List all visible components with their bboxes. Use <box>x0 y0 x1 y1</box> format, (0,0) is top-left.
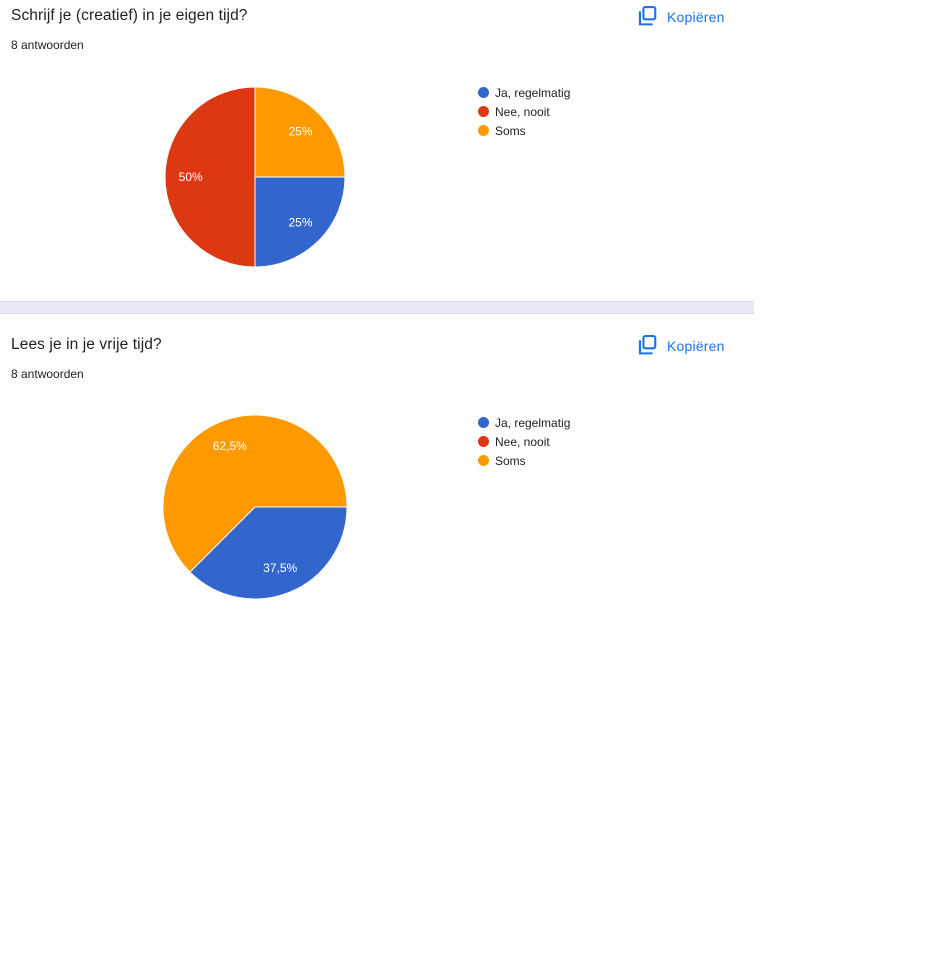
answers-count: 8 antwoorden <box>11 367 84 381</box>
pie-slice-ja-regelmatig[interactable] <box>254 176 346 268</box>
legend-label: Ja, regelmatig <box>495 85 571 100</box>
legend-label: Soms <box>495 453 526 468</box>
legend-label: Nee, nooit <box>495 104 550 119</box>
legend-label: Soms <box>495 123 526 138</box>
copy-icon <box>636 334 657 357</box>
pie-slice-soms[interactable] <box>254 86 346 178</box>
copy-icon <box>636 5 657 28</box>
legend-swatch <box>478 436 489 447</box>
legend-item-soms: Soms <box>478 451 570 470</box>
pie-slice-soms[interactable] <box>162 414 348 573</box>
legend-item-nee-nooit: Nee, nooit <box>478 432 570 451</box>
pie-chart: 37,5% 62,5% <box>162 414 348 600</box>
question-title: Lees je in je vrije tijd? <box>11 336 162 353</box>
legend-swatch <box>478 106 489 117</box>
copy-button[interactable]: Kopiëren <box>630 2 731 31</box>
pie-slice-label: 62,5% <box>213 439 247 453</box>
pie-slice-label: 37,5% <box>263 561 297 575</box>
pie-chart: 25% 50% 25% <box>164 86 346 268</box>
pie-slice-nee-nooit[interactable] <box>164 86 256 268</box>
pie-slice-label: 25% <box>288 216 312 230</box>
copy-button-label: Kopiëren <box>667 337 725 354</box>
copy-button-label: Kopiëren <box>667 8 725 25</box>
chart-legend: Ja, regelmatig Nee, nooit Soms <box>478 83 570 140</box>
legend-swatch <box>478 455 489 466</box>
legend-swatch <box>478 417 489 428</box>
legend-item-ja-regelmatig: Ja, regelmatig <box>478 83 570 102</box>
pie-slice-label: 25% <box>288 125 312 139</box>
pie-slice-label: 50% <box>179 170 203 184</box>
legend-swatch <box>478 87 489 98</box>
chart-legend: Ja, regelmatig Nee, nooit Soms <box>478 413 570 470</box>
section-separator <box>0 301 754 314</box>
legend-item-soms: Soms <box>478 121 570 140</box>
copy-button[interactable]: Kopiëren <box>630 331 731 360</box>
legend-label: Nee, nooit <box>495 434 550 449</box>
legend-swatch <box>478 125 489 136</box>
legend-item-nee-nooit: Nee, nooit <box>478 102 570 121</box>
pie-slice-ja-regelmatig[interactable] <box>189 506 348 600</box>
legend-item-ja-regelmatig: Ja, regelmatig <box>478 413 570 432</box>
answers-count: 8 antwoorden <box>11 38 84 52</box>
question-title: Schrijf je (creatief) in je eigen tijd? <box>11 7 248 24</box>
legend-label: Ja, regelmatig <box>495 415 571 430</box>
